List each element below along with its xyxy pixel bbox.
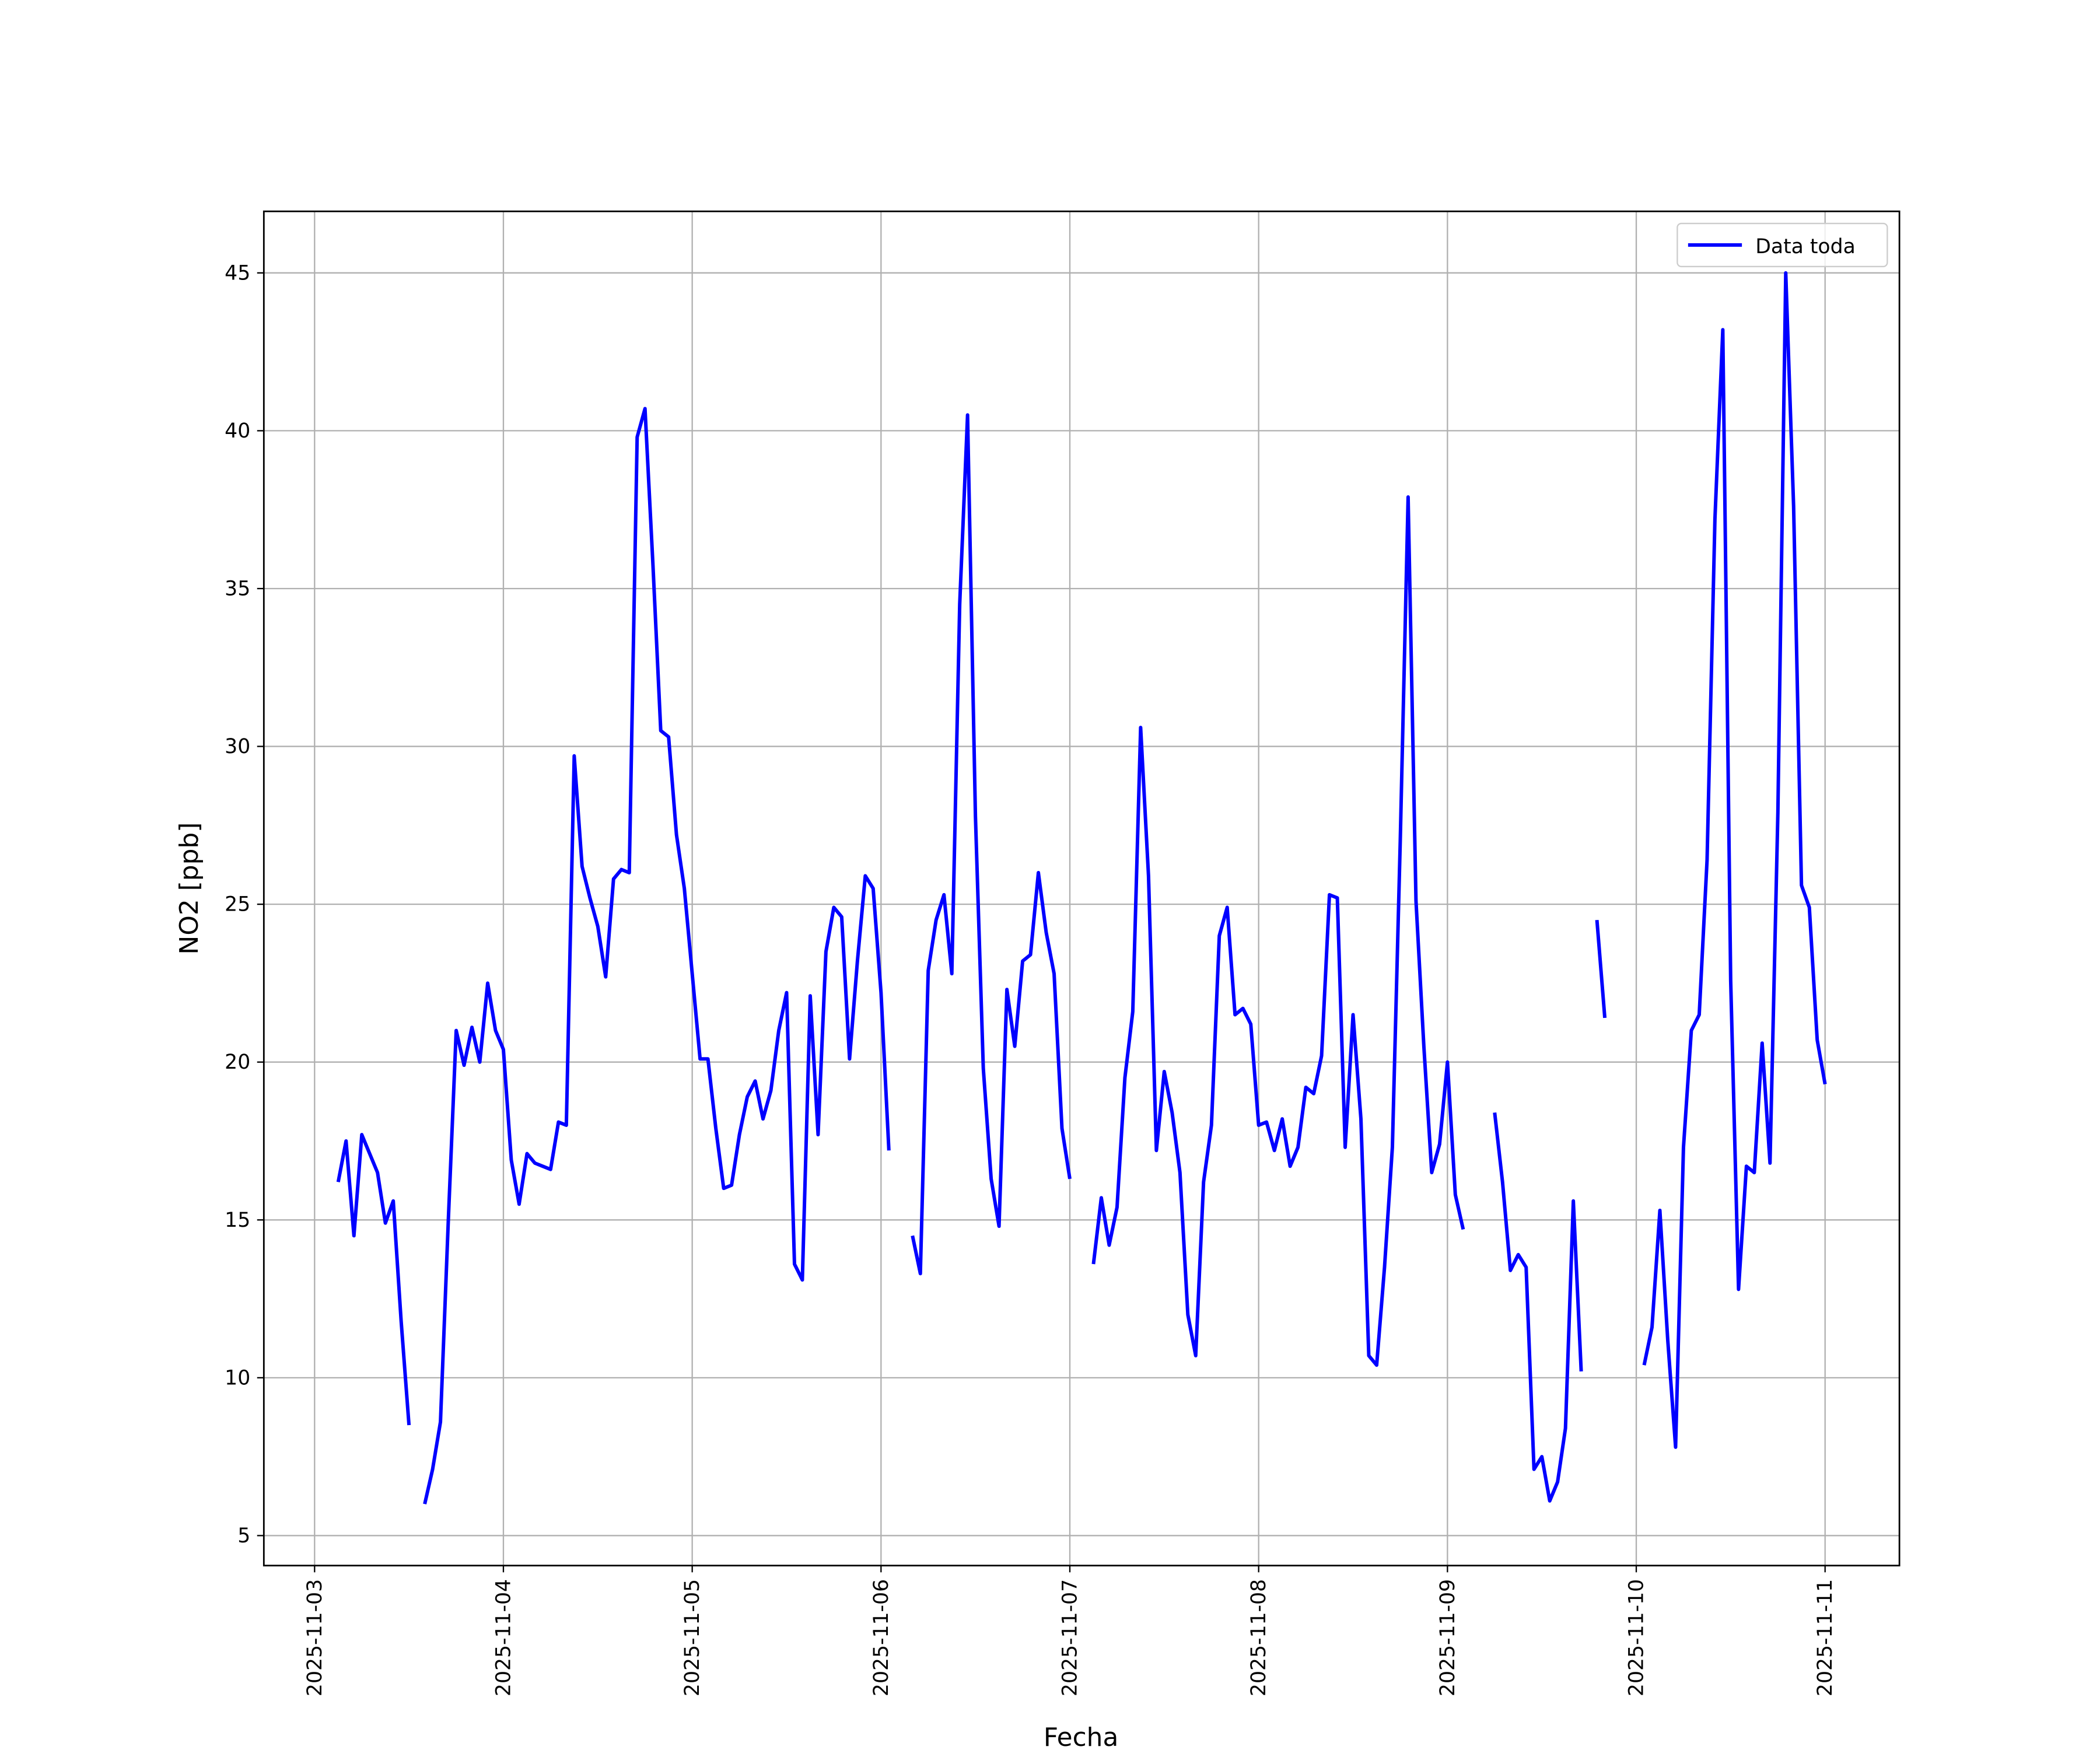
x-tick-label: 2025-11-07 <box>1059 1579 1082 1696</box>
y-tick-label: 5 <box>237 1524 250 1548</box>
y-tick-label: 35 <box>225 578 250 601</box>
x-tick-label: 2025-11-05 <box>681 1579 704 1696</box>
y-tick-label: 25 <box>225 893 250 916</box>
y-tick-label: 10 <box>225 1366 250 1390</box>
x-tick-label: 2025-11-04 <box>492 1579 516 1696</box>
x-tick-label: 2025-11-06 <box>870 1579 893 1696</box>
x-tick-label: 2025-11-11 <box>1814 1579 1837 1696</box>
y-tick-label: 40 <box>225 419 250 443</box>
x-axis-label: Fecha <box>1044 1723 1119 1750</box>
y-axis-label: NO2 [ppb] <box>174 822 204 955</box>
x-tick-label: 2025-11-10 <box>1625 1579 1648 1696</box>
data-line <box>336 271 1827 1504</box>
y-tick-label: 30 <box>225 735 250 758</box>
legend-box <box>1676 222 1888 268</box>
y-tick-label: 45 <box>225 261 250 285</box>
legend: Data toda <box>1676 222 1888 268</box>
ticks: 5 10 15 20 25 30 35 40 45 2025-11-03 2025-11-04 202… <box>225 261 1837 1696</box>
x-tick-label: 2025-11-08 <box>1247 1579 1270 1696</box>
x-tick-label: 2025-11-09 <box>1436 1579 1460 1696</box>
y-tick-label: 15 <box>225 1209 250 1232</box>
axes-frame <box>262 210 1901 1567</box>
grid <box>264 211 1900 1566</box>
plot <box>336 271 1827 1504</box>
y-tick-label: 20 <box>225 1051 250 1074</box>
x-tick-label: 2025-11-03 <box>303 1579 327 1696</box>
legend-label: Data toda <box>1755 235 1856 258</box>
